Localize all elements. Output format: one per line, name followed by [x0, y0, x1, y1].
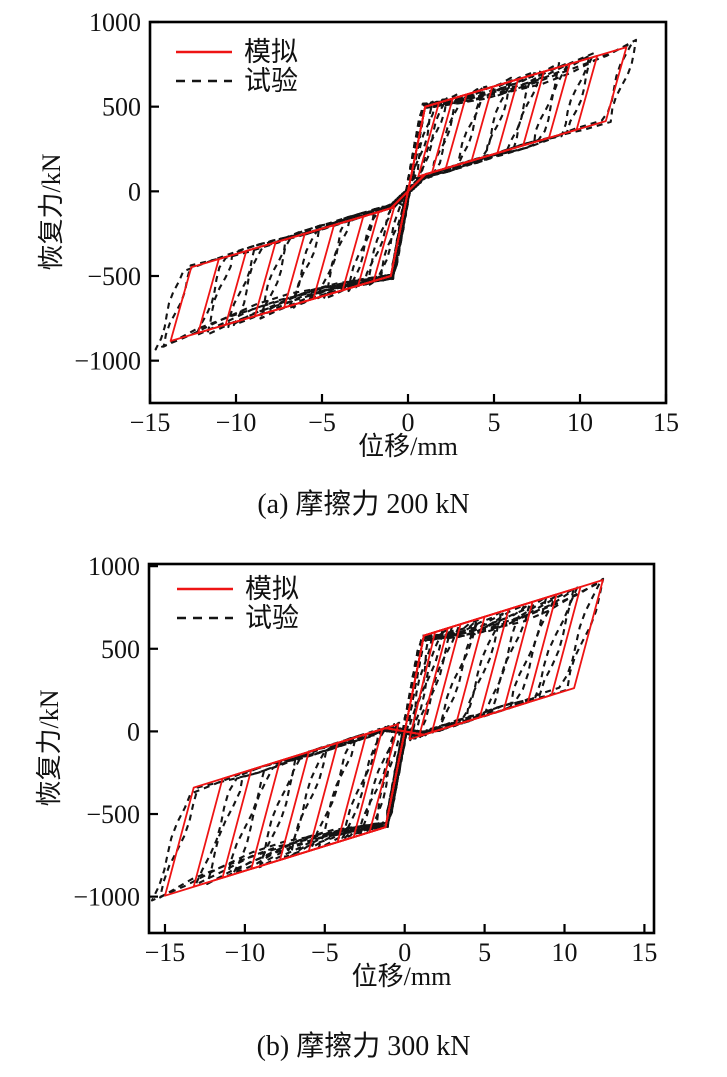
- y-axis: 1000 500 0 −500 −1000 恢复力/kN: [35, 552, 158, 912]
- x-tick-label: 0: [398, 938, 411, 967]
- y-tick-label: 1000: [89, 8, 141, 37]
- hysteresis-loop: [232, 62, 561, 327]
- x-tick-label: 0: [402, 408, 415, 437]
- hysteresis-loop: [258, 603, 531, 869]
- x-tick-label: 5: [488, 408, 501, 437]
- x-tick-label: −10: [216, 408, 257, 437]
- x-tick-label: −15: [145, 938, 186, 967]
- hysteresis-loop: [260, 70, 537, 317]
- x-axis: −15 −10 −5 0 5 10 15 位移/mm: [145, 924, 657, 991]
- x-axis-title: 位移/mm: [358, 432, 458, 461]
- plot-frame: [148, 20, 668, 405]
- x-tick-label: −15: [130, 408, 171, 437]
- hysteresis-loop: [162, 42, 633, 348]
- y-tick-label: 0: [127, 717, 140, 746]
- hysteresis-loop: [259, 604, 526, 866]
- legend-label: 模拟: [244, 37, 298, 67]
- hysteresis-chart-300kn: −15 −10 −5 0 5 10 15 位移/mm 1000 500 0 −500 −1000 恢复力/…: [35, 552, 657, 991]
- hysteresis-loop: [286, 76, 513, 310]
- y-axis: 1000 500 0 −500 −1000 恢复力/kN: [37, 8, 159, 376]
- series-simulation: [164, 579, 604, 897]
- hysteresis-loop: [150, 577, 605, 902]
- hysteresis-loop: [289, 612, 504, 858]
- y-tick-label: 500: [101, 635, 140, 664]
- hysteresis-loop: [224, 63, 571, 326]
- y-tick-label: −1000: [73, 883, 140, 912]
- y-axis-title: 恢复力/kN: [35, 689, 64, 806]
- x-tick-label: −10: [225, 938, 266, 967]
- hysteresis-chart-200kn: −15 −10 −5 0 5 10 15 位移/mm 1000 500 0 −500 −1000 恢复力/…: [37, 8, 679, 461]
- x-tick-label: −5: [311, 938, 339, 967]
- y-axis-title: 恢复力/kN: [37, 153, 66, 270]
- y-tick-label: 1000: [88, 552, 140, 581]
- hysteresis-loop: [164, 579, 604, 897]
- caption-b: (b) 摩擦力 300 kN: [256, 1031, 471, 1062]
- hysteresis-loop: [206, 589, 575, 886]
- x-tick-label: 10: [567, 408, 593, 437]
- x-tick-label: 15: [631, 938, 657, 967]
- x-tick-label: −5: [308, 408, 336, 437]
- y-tick-label: −500: [87, 262, 141, 291]
- hysteresis-loop: [232, 595, 548, 875]
- y-tick-label: 0: [128, 177, 141, 206]
- hysteresis-loop: [154, 38, 638, 351]
- x-tick-label: 10: [552, 938, 578, 967]
- legend-label: 试验: [244, 66, 298, 96]
- x-tick-label: 5: [478, 938, 491, 967]
- hysteresis-loop: [254, 70, 545, 317]
- hysteresis-loop: [206, 54, 591, 336]
- y-tick-label: 500: [102, 93, 141, 122]
- hysteresis-loop: [279, 608, 510, 861]
- x-tick-label: 15: [653, 408, 679, 437]
- series-simulation: [169, 46, 628, 342]
- y-tick-label: −500: [86, 800, 140, 829]
- hysteresis-loop: [169, 46, 628, 342]
- x-axis-title: 位移/mm: [352, 962, 452, 991]
- series-experiment: [150, 577, 605, 902]
- plot-frame: [147, 562, 656, 935]
- legend-label: 试验: [245, 603, 299, 633]
- hysteresis-loop: [316, 85, 488, 300]
- hysteresis-loop: [226, 595, 557, 877]
- y-tick-label: −1000: [74, 347, 141, 376]
- hysteresis-loop: [227, 61, 570, 329]
- caption-a: (a) 摩擦力 200 kN: [257, 489, 470, 520]
- legend-label: 模拟: [245, 574, 299, 604]
- hysteresis-loop: [283, 78, 519, 309]
- x-axis: −15 −10 −5 0 5 10 15 位移/mm: [130, 394, 679, 461]
